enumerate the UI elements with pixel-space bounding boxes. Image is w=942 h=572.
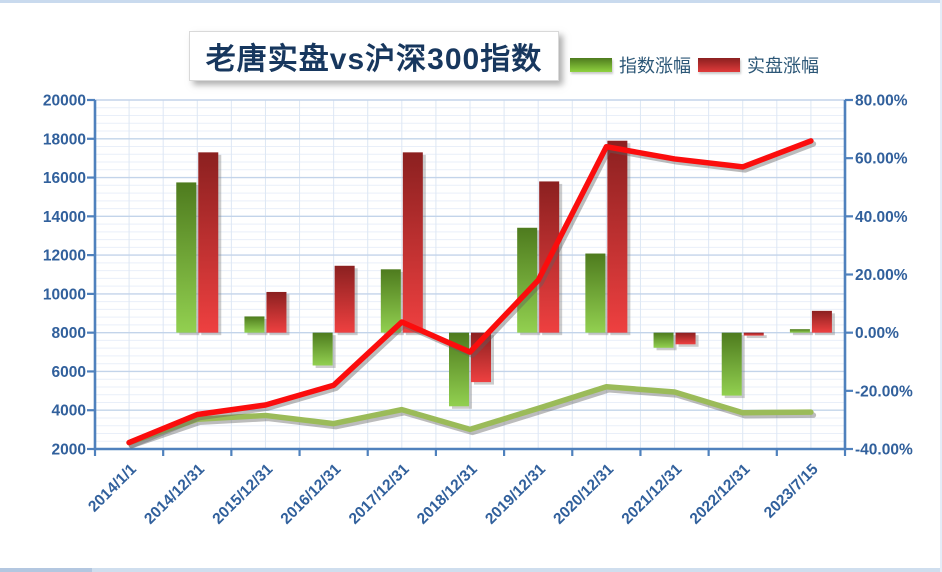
- svg-text:2020/12/31: 2020/12/31: [550, 461, 617, 528]
- svg-text:80.00%: 80.00%: [855, 93, 908, 110]
- right-border-strip: [940, 0, 942, 572]
- index_line: [126, 383, 814, 446]
- svg-text:18000: 18000: [43, 131, 86, 148]
- svg-text:2021/12/31: 2021/12/31: [619, 461, 686, 528]
- svg-text:2019/12/31: 2019/12/31: [482, 461, 549, 528]
- svg-text:2018/12/31: 2018/12/31: [414, 461, 481, 528]
- bar-portfolio-2020/12/31: [607, 140, 628, 333]
- svg-text:60.00%: 60.00%: [855, 151, 908, 168]
- bar-index-2020/12/31: [585, 253, 606, 333]
- bar-index-2015/12/31: [244, 316, 265, 333]
- svg-text:20000: 20000: [43, 93, 86, 110]
- bar-index-2019/12/31: [517, 227, 538, 333]
- svg-text:2022/12/31: 2022/12/31: [687, 461, 754, 528]
- bar-portfolio-2016/12/31: [334, 265, 355, 333]
- bar-portfolio-2022/12/31: [743, 332, 764, 336]
- portfolio-series-swatch: [698, 58, 740, 72]
- bar-portfolio-2023/7/15: [811, 310, 832, 333]
- svg-text:2014/12/31: 2014/12/31: [141, 461, 208, 528]
- chart-title-box: 老唐实盘vs沪深300指数: [189, 31, 559, 81]
- svg-text:16000: 16000: [43, 170, 86, 187]
- svg-text:2023/7/15: 2023/7/15: [761, 461, 822, 522]
- svg-text:4000: 4000: [52, 403, 86, 420]
- bar-portfolio-2015/12/31: [266, 291, 287, 333]
- bottom-border-strip-dark: [0, 568, 92, 572]
- svg-text:14000: 14000: [43, 209, 86, 226]
- top-border-strip: [0, 0, 942, 3]
- bar-series: [176, 140, 835, 409]
- bar-portfolio-2014/12/31: [198, 152, 219, 333]
- legend-item-portfolio: 实盘涨幅: [698, 52, 819, 78]
- left-axis-labels: 20000 18000 16000 14000 12000 10000 8000 6000 40…: [43, 93, 86, 459]
- svg-text:12000: 12000: [43, 248, 86, 265]
- svg-text:20.00%: 20.00%: [855, 267, 908, 284]
- svg-text:0.00%: 0.00%: [855, 325, 899, 342]
- index-series-swatch: [570, 58, 612, 72]
- svg-text:2014/1/1: 2014/1/1: [85, 461, 140, 516]
- bar-index-2021/12/31: [653, 332, 674, 348]
- svg-text:6000: 6000: [52, 364, 86, 381]
- portfolio-series-label: 实盘涨幅: [747, 56, 819, 76]
- bar-portfolio-2021/12/31: [675, 332, 696, 345]
- svg-text:2016/12/31: 2016/12/31: [278, 461, 345, 528]
- right-axis-labels: 80.00% 60.00% 40.00% 20.00% 0.00% -20.00% -40.…: [855, 93, 913, 459]
- legend: 指数涨幅 实盘涨幅: [570, 52, 819, 78]
- legend-item-index: 指数涨幅: [570, 52, 691, 78]
- svg-text:2015/12/31: 2015/12/31: [209, 461, 276, 528]
- svg-text:40.00%: 40.00%: [855, 209, 908, 226]
- bar-index-2014/12/31: [176, 182, 197, 333]
- svg-text:10000: 10000: [43, 286, 86, 303]
- svg-text:2000: 2000: [52, 442, 86, 459]
- svg-text:8000: 8000: [52, 325, 86, 342]
- axes: [87, 98, 853, 456]
- svg-text:-40.00%: -40.00%: [855, 442, 913, 459]
- svg-text:-20.00%: -20.00%: [855, 383, 913, 400]
- bottom-border-strip: [0, 568, 942, 572]
- x-axis-labels: 2014/1/1 2014/12/31 2015/12/31 2016/12/31 20…: [85, 461, 822, 528]
- portfolio_line: [126, 138, 814, 446]
- gridlines: [95, 99, 845, 450]
- svg-text:2017/12/31: 2017/12/31: [346, 461, 413, 528]
- chart-title: 老唐实盘vs沪深300指数: [205, 43, 543, 76]
- bar-index-2023/7/15: [789, 329, 810, 333]
- bar-index-2017/12/31: [380, 269, 401, 333]
- line-series: [126, 138, 817, 449]
- index-series-label: 指数涨幅: [619, 56, 691, 76]
- bar-index-2016/12/31: [312, 332, 333, 366]
- bar-index-2022/12/31: [721, 332, 742, 396]
- bar-portfolio-2017/12/31: [402, 152, 423, 333]
